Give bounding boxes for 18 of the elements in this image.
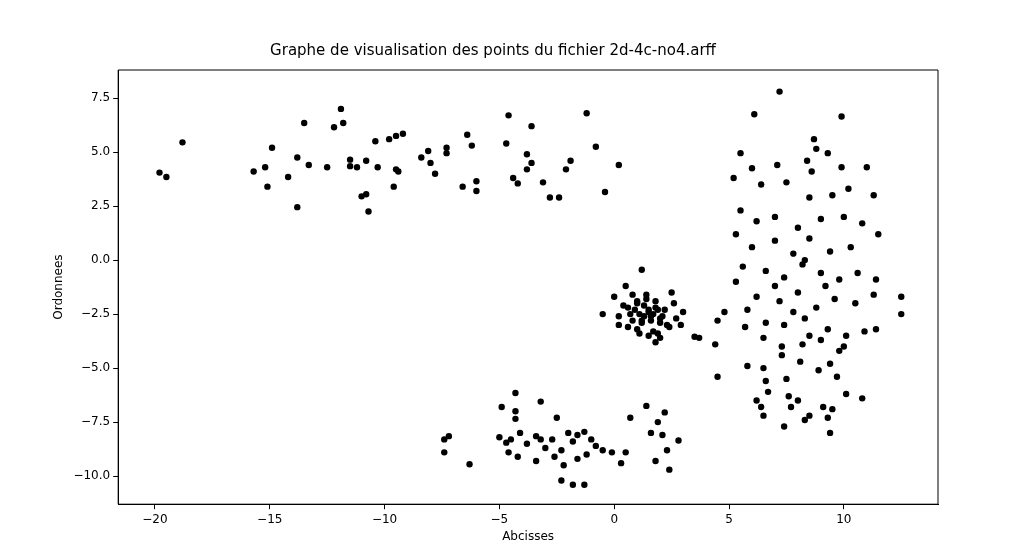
y-tick-label: 7.5 bbox=[91, 90, 111, 105]
x-tick-label: 5 bbox=[725, 511, 733, 526]
y-tick-label: −10.0 bbox=[73, 468, 111, 483]
chart-title: Graphe de visualisation des points du fichier 2d-4c-no4.arff bbox=[270, 40, 717, 59]
x-tick-label: 0 bbox=[610, 511, 619, 526]
y-tick-label: 5.0 bbox=[91, 144, 111, 159]
y-tick-label: −5.0 bbox=[81, 360, 111, 375]
x-tick-label: −5 bbox=[490, 511, 509, 526]
x-tick-label: −20 bbox=[142, 511, 168, 526]
y-tick-label: 0.0 bbox=[91, 252, 111, 267]
y-tick-label: 2.5 bbox=[91, 198, 111, 213]
x-tick-label: −15 bbox=[257, 511, 283, 526]
y-tick-label: −7.5 bbox=[81, 414, 111, 429]
x-tick-label: 10 bbox=[836, 511, 852, 526]
x-tick-label: −10 bbox=[371, 511, 398, 526]
x-axis-title: Abcisses bbox=[502, 528, 555, 543]
y-tick-label: −2.5 bbox=[81, 306, 111, 321]
y-axis-title: Ordonnees bbox=[51, 254, 66, 320]
